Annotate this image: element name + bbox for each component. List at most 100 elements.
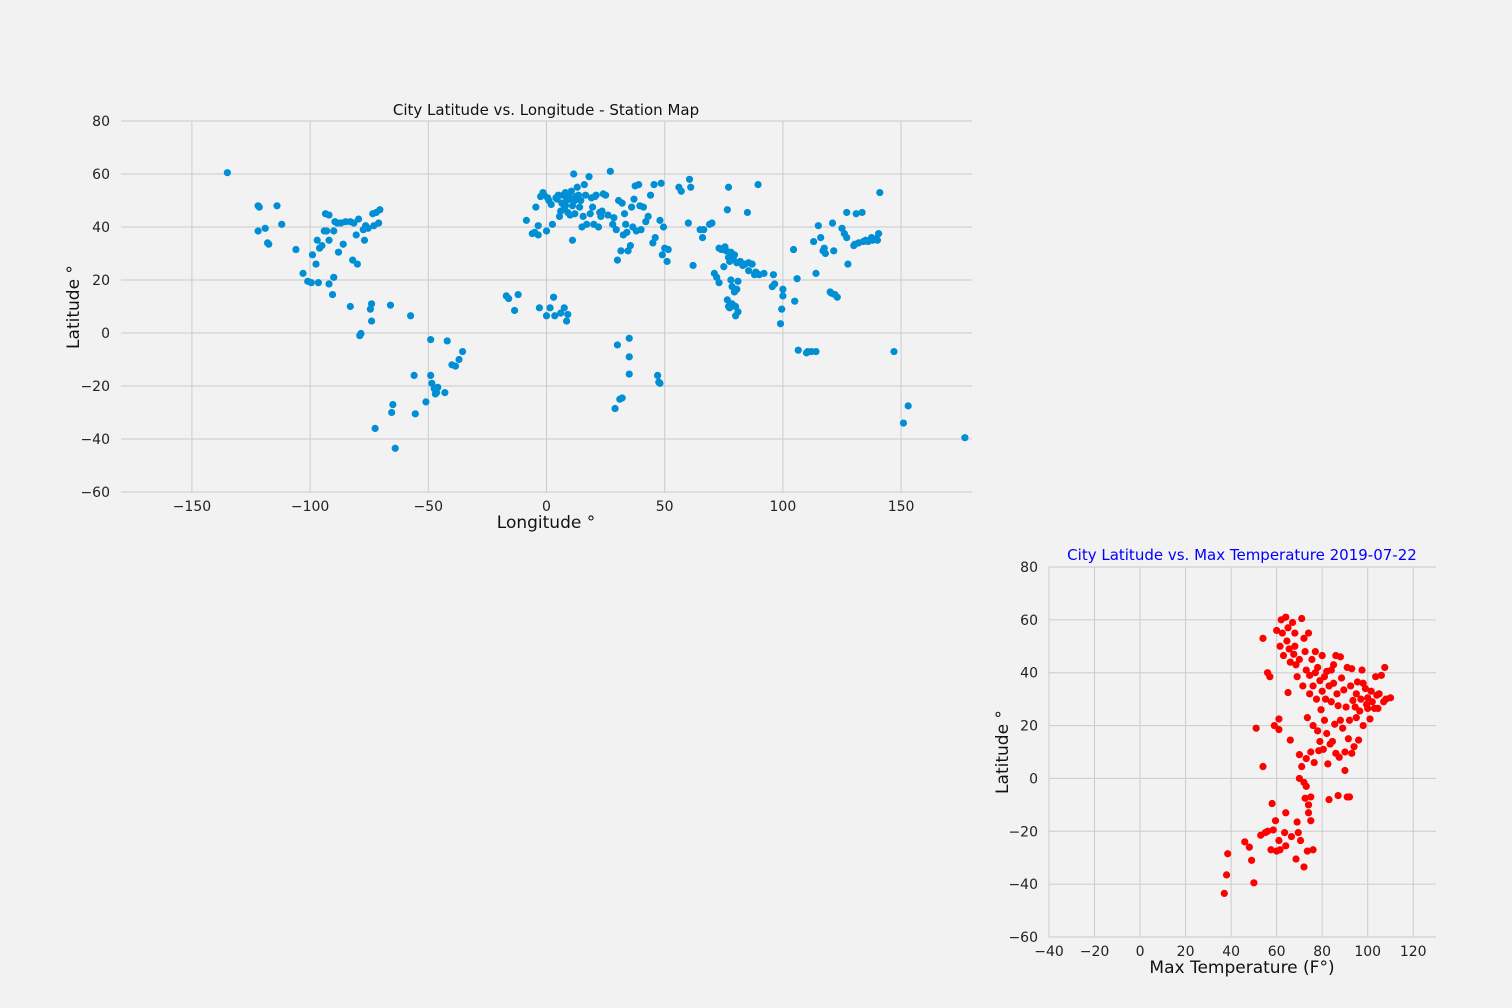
- station-map-point: [644, 212, 652, 220]
- station-map-point: [685, 175, 694, 183]
- station-map-point: [505, 294, 513, 303]
- station-map-point: [830, 247, 838, 255]
- max-temperature-point: [1348, 749, 1356, 757]
- station-map-point: [389, 400, 397, 409]
- station-map-point: [743, 208, 752, 217]
- station-map-point: [612, 226, 620, 234]
- station-map-point: [346, 302, 354, 311]
- max-temperature-point: [1290, 650, 1298, 658]
- max-temperature-point: [1276, 642, 1284, 650]
- station-map-point: [325, 211, 333, 219]
- station-map-point: [388, 408, 396, 417]
- station-map-point: [630, 195, 638, 203]
- max-temperature-x-tick-label: 100: [1354, 944, 1381, 960]
- station-map-point: [778, 305, 786, 313]
- station-map-point: [843, 234, 851, 242]
- station-map-point: [542, 227, 551, 235]
- station-map-point: [828, 219, 837, 227]
- max-temperature-point: [1327, 698, 1335, 706]
- station-map-point: [611, 404, 619, 413]
- max-temperature-point: [1334, 702, 1342, 710]
- max-temperature-point: [1368, 698, 1376, 706]
- max-temperature-point: [1300, 863, 1308, 871]
- max-temperature-point: [1288, 618, 1297, 627]
- max-temperature-points: [1220, 613, 1395, 897]
- max-temperature-point: [1304, 801, 1313, 809]
- station-map-point: [410, 371, 418, 379]
- station-map-point: [586, 210, 594, 218]
- max-temperature-point: [1307, 817, 1315, 825]
- max-temperature-x-axis-label: Max Temperature (F°): [1149, 958, 1334, 978]
- station-map-point: [698, 234, 707, 242]
- max-temperature-point: [1377, 671, 1385, 679]
- station-map-point: [812, 347, 820, 356]
- station-map-point: [776, 320, 785, 328]
- station-map-point: [858, 208, 866, 217]
- station-map-point: [339, 240, 347, 248]
- station-map-point: [656, 379, 664, 387]
- station-map-point: [406, 312, 415, 320]
- station-map-point: [312, 260, 320, 268]
- station-map-point: [821, 249, 830, 258]
- max-temperature-x-tick-label: 60: [1268, 944, 1286, 960]
- max-temperature-point: [1372, 673, 1380, 681]
- max-temperature-y-tick-label: 20: [1020, 719, 1038, 735]
- max-temperature-point: [1374, 704, 1382, 712]
- station-map-point: [613, 256, 622, 264]
- station-map-x-tick-labels: −150 −100 −50 0 50 100 150: [173, 499, 915, 515]
- station-map-point: [677, 187, 685, 195]
- max-temperature-y-tick-label: −40: [1008, 877, 1038, 893]
- station-map-point: [794, 346, 802, 354]
- max-temperature-point: [1331, 720, 1339, 728]
- station-map-point: [375, 219, 383, 227]
- max-temperature-point: [1308, 655, 1316, 664]
- station-map-point: [580, 181, 588, 189]
- station-map-point: [514, 290, 522, 299]
- max-temperature-point: [1361, 684, 1370, 693]
- station-map-point: [360, 236, 369, 244]
- station-map-y-tick-label: −40: [80, 432, 110, 448]
- max-temperature-y-tick-label: −20: [1008, 824, 1038, 840]
- max-temperature-point: [1324, 760, 1332, 768]
- max-temperature-x-tick-labels: −40 −20 0 20 40 60 80 100 120: [1034, 944, 1426, 960]
- station-map-x-tick-label: 150: [888, 499, 915, 515]
- max-temperature-point: [1279, 651, 1288, 660]
- station-map-point: [659, 223, 668, 231]
- station-map-point: [708, 219, 716, 227]
- station-map-chart: −150 −100 −50 0 50 100 150 −60−40−20020406080 …: [64, 101, 972, 533]
- station-map-point: [308, 251, 317, 259]
- station-map-x-tick-label: −50: [414, 499, 444, 515]
- max-temperature-point: [1345, 793, 1354, 801]
- station-map-point: [654, 371, 662, 379]
- station-map-point: [618, 394, 626, 402]
- station-map-point: [961, 434, 969, 442]
- station-map-point: [769, 271, 778, 279]
- station-map-point: [650, 181, 658, 189]
- max-temperature-point: [1341, 766, 1349, 775]
- max-temperature-point: [1321, 695, 1330, 703]
- station-map-x-tick-label: −150: [173, 499, 211, 515]
- station-map-point: [349, 256, 357, 264]
- station-map-point: [689, 261, 697, 270]
- station-map-point: [598, 207, 606, 215]
- station-map-point: [812, 269, 820, 277]
- max-temperature-point: [1220, 889, 1228, 897]
- station-map-point: [367, 317, 376, 325]
- max-temperature-chart: −40 −20 0 20 40 60 80 100 120 −60−40−20020406080…: [993, 546, 1436, 978]
- max-temperature-point: [1302, 755, 1310, 763]
- station-map-point: [261, 224, 269, 232]
- station-map-point: [618, 199, 626, 207]
- max-temperature-point: [1285, 645, 1293, 653]
- max-temperature-point: [1301, 794, 1309, 802]
- max-temperature-point: [1375, 690, 1383, 698]
- max-temperature-point: [1341, 748, 1349, 756]
- station-map-point: [532, 203, 540, 211]
- station-map-point: [299, 269, 307, 277]
- station-map-point: [571, 210, 579, 218]
- station-map-point: [760, 269, 768, 277]
- max-temperature-point: [1310, 758, 1318, 767]
- station-map-point: [639, 203, 648, 211]
- max-temperature-y-tick-label: 80: [1020, 560, 1038, 576]
- station-map-point: [427, 371, 435, 379]
- station-map-point: [875, 230, 883, 238]
